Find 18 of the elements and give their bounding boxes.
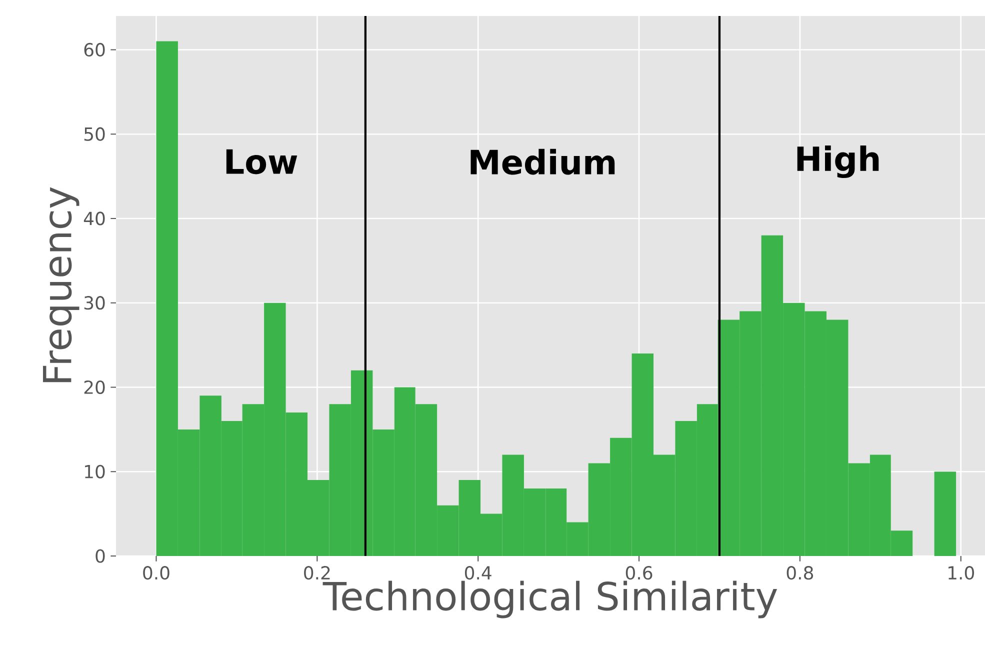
- x-tick-label: 0.0: [143, 566, 170, 580]
- y-tick-label: 40: [84, 212, 105, 226]
- y-tick-label: 30: [84, 296, 105, 310]
- x-tick-label: 0.2: [304, 566, 330, 580]
- x-tick-label: 1.0: [948, 566, 974, 580]
- y-axis-title: Frequency: [43, 187, 80, 382]
- y-tick-label: 20: [84, 380, 105, 394]
- y-tick-label: 0: [96, 549, 105, 563]
- x-tick-label: 0.6: [626, 566, 652, 580]
- annotation: Low: [226, 149, 298, 174]
- annotation: High: [797, 146, 879, 178]
- y-tick-label: 60: [84, 42, 105, 57]
- y-tick-label: 10: [85, 464, 105, 478]
- x-tick-label: 0.4: [464, 566, 492, 580]
- x-axis-title: Technological Similarity: [322, 580, 778, 618]
- y-tick-label: 50: [84, 127, 105, 141]
- annotation: Medium: [470, 148, 615, 175]
- x-tick-label: 0.8: [786, 566, 814, 580]
